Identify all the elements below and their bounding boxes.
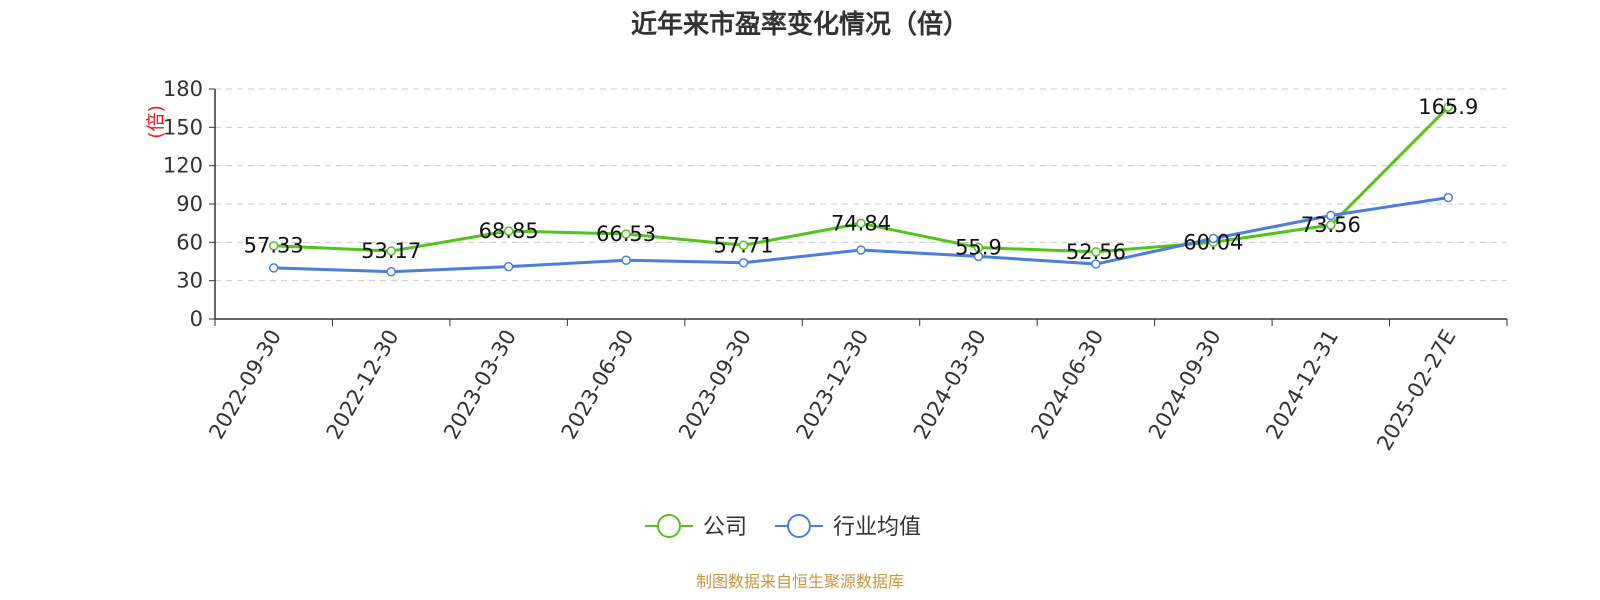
data-label: 165.9 bbox=[1418, 95, 1478, 119]
chart-title: 近年来市盈率变化情况（倍） bbox=[630, 10, 969, 40]
data-point bbox=[1326, 210, 1336, 221]
data-label: 68.85 bbox=[479, 219, 539, 243]
x-tick-label: 2024-12-31 bbox=[1261, 326, 1343, 444]
data-point bbox=[503, 226, 514, 236]
y-tick-label: 60 bbox=[176, 230, 203, 254]
data-label: 52.56 bbox=[1066, 240, 1126, 264]
legend-label: 公司 bbox=[703, 515, 747, 540]
data-label: 66.53 bbox=[596, 222, 656, 246]
data-point bbox=[856, 245, 866, 255]
data-point bbox=[738, 258, 749, 268]
source-note: 制图数据来自恒生聚源数据库 bbox=[695, 572, 904, 591]
data-point bbox=[621, 229, 631, 239]
data-label: 53.17 bbox=[361, 239, 421, 263]
x-tick-label: 2024-03-30 bbox=[909, 326, 991, 444]
data-point bbox=[503, 261, 514, 272]
y-tick-label: 150 bbox=[163, 115, 203, 139]
x-tick-label: 2022-09-30 bbox=[204, 326, 286, 444]
x-tick-label: 2022-12-30 bbox=[322, 326, 404, 444]
data-point bbox=[386, 246, 396, 256]
x-tick-label: 2023-06-30 bbox=[557, 326, 639, 444]
x-tick-label: 2023-03-30 bbox=[439, 326, 521, 444]
data-point bbox=[268, 240, 279, 251]
data-label: 57.33 bbox=[244, 234, 304, 258]
data-point bbox=[1443, 102, 1454, 112]
y-tick-label: 30 bbox=[176, 269, 203, 293]
data-point bbox=[1091, 247, 1101, 257]
x-tick-label: 2025-02-27E bbox=[1372, 326, 1460, 455]
y-tick-label: 180 bbox=[163, 77, 203, 101]
y-tick-label: 0 bbox=[190, 307, 203, 331]
data-point bbox=[1208, 233, 1219, 244]
legend-label: 行业均值 bbox=[833, 515, 921, 540]
legend-marker bbox=[657, 514, 681, 538]
x-tick-label: 2024-09-30 bbox=[1144, 326, 1226, 444]
x-tick-label: 2023-09-30 bbox=[674, 326, 756, 444]
y-tick-label: 90 bbox=[176, 192, 203, 216]
legend-marker bbox=[787, 514, 811, 538]
data-point bbox=[738, 240, 749, 251]
data-point bbox=[386, 266, 396, 277]
data-label: 73.56 bbox=[1301, 213, 1361, 237]
x-tick-label: 2024-06-30 bbox=[1026, 326, 1108, 444]
y-axis-label: (倍) bbox=[145, 105, 167, 139]
data-point bbox=[268, 263, 279, 273]
y-tick-label: 120 bbox=[163, 154, 203, 178]
data-point bbox=[973, 242, 984, 253]
x-tick-label: 2023-12-30 bbox=[792, 326, 874, 444]
data-label: 55.9 bbox=[955, 236, 1002, 260]
data-point bbox=[621, 255, 631, 265]
data-point bbox=[1091, 259, 1101, 269]
data-label: 60.04 bbox=[1183, 230, 1243, 254]
data-point bbox=[1443, 192, 1454, 203]
data-point bbox=[856, 218, 866, 229]
data-label: 74.84 bbox=[831, 211, 891, 235]
data-label: 57.71 bbox=[713, 233, 773, 257]
data-point bbox=[973, 251, 984, 262]
data-point bbox=[1326, 220, 1336, 230]
